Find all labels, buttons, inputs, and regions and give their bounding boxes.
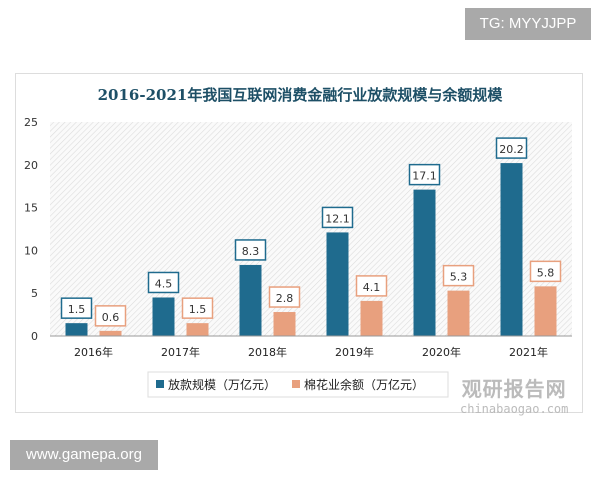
data-label-box [60, 297, 93, 319]
x-tick-label: 2016年 [74, 345, 113, 359]
data-label-box [94, 305, 127, 327]
data-label: 20.2 [499, 143, 524, 156]
data-label-box [408, 163, 441, 186]
data-label-box [181, 297, 214, 319]
x-tick-label: 2019年 [335, 345, 374, 359]
bar-loan [413, 189, 436, 336]
legend-label: 棉花业余额（万亿元） [304, 377, 424, 392]
y-tick-label: 25 [24, 116, 38, 129]
legend-swatch [156, 380, 164, 388]
bar-balance [186, 323, 209, 336]
data-label: 2.8 [276, 292, 294, 305]
data-label: 4.5 [155, 277, 173, 290]
bar-loan [65, 323, 88, 336]
logo-en: chinabaogao.com [460, 402, 569, 416]
bar-loan [326, 232, 349, 336]
y-tick-label: 20 [24, 159, 38, 172]
data-label-box [529, 260, 562, 283]
bar-loan [500, 163, 523, 336]
bar-balance [534, 286, 557, 336]
legend-label: 放款规模（万亿元） [168, 377, 276, 392]
x-tick-label: 2017年 [161, 345, 200, 359]
x-tick-label: 2018年 [248, 345, 287, 359]
data-label-box [355, 275, 388, 297]
chart-title: 2016-2021年我国互联网消费金融行业放款规模与余额规模 [98, 86, 504, 104]
data-label-box [268, 286, 301, 308]
tg-watermark: TG: MYYJJPP [465, 8, 591, 40]
legend-swatch [292, 380, 300, 388]
y-tick-label: 0 [31, 330, 38, 343]
bar-loan [152, 297, 175, 336]
data-label: 0.6 [102, 311, 120, 324]
x-tick-label: 2020年 [422, 345, 461, 359]
plot-area [50, 122, 572, 336]
data-label-box [321, 206, 354, 229]
bar-balance [273, 312, 296, 336]
bar-balance [360, 300, 383, 336]
y-tick-label: 15 [24, 202, 38, 215]
data-label: 5.8 [537, 266, 555, 279]
bar-loan [239, 264, 262, 336]
chart-card [15, 73, 583, 413]
bar-balance [447, 290, 470, 336]
y-tick-label: 5 [31, 287, 38, 300]
y-tick-label: 10 [24, 244, 38, 257]
data-label: 8.3 [242, 245, 260, 258]
data-label: 17.1 [412, 170, 437, 183]
data-label-box [495, 137, 528, 159]
logo-cn: 观研报告网 [461, 377, 567, 401]
chinabaogao-logo: 观研报告网 chinabaogao.com [460, 373, 568, 416]
data-label: 5.3 [450, 271, 468, 284]
data-label-box [147, 271, 180, 294]
data-label: 1.5 [68, 303, 86, 316]
data-label-box [442, 264, 475, 287]
data-label: 4.1 [363, 281, 381, 294]
data-label: 1.5 [189, 303, 207, 316]
site-watermark: www.gamepa.org [10, 440, 158, 470]
data-label: 12.1 [325, 212, 350, 225]
bar-balance [99, 330, 122, 336]
data-label-box [234, 239, 267, 261]
x-tick-label: 2021年 [509, 345, 548, 359]
